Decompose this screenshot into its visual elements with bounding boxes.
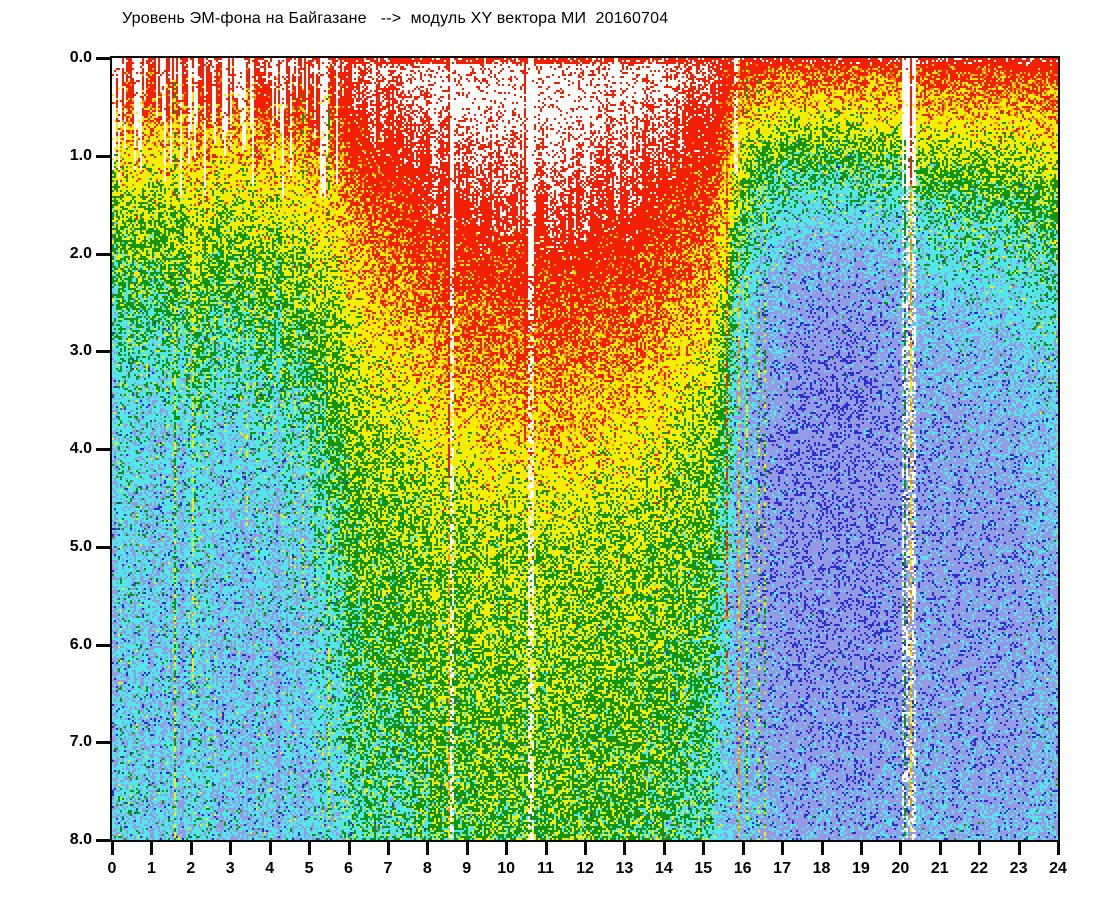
x-tick-label: 14 [654,860,673,877]
x-tickmark [505,842,509,855]
y-tickmark [96,57,110,60]
x-tickmark [426,842,430,855]
x-tick-label: 10 [497,860,516,877]
x-tick-label: 19 [852,860,870,877]
y-tick-label: 3.0 [69,342,92,360]
x-tickmark [662,842,666,855]
x-tick-label: 0 [107,860,117,877]
x-tick-label: 6 [344,860,353,877]
x-tickmark [544,842,548,855]
x-tickmark [229,842,233,855]
x-tick-label: 4 [265,860,275,877]
x-tick-label: 7 [383,860,393,877]
x-tick-label: 1 [146,860,156,877]
y-tick-label: 1.0 [69,146,92,164]
x-tickmark [150,842,154,855]
y-tick-label: 0.0 [69,49,92,66]
x-tick-label: 24 [1049,860,1067,877]
x-tickmark [623,842,627,855]
x-tickmark [859,842,863,855]
y-tickmark [96,839,110,842]
y-tick-label: 7.0 [69,733,92,751]
x-tickmark [741,842,745,855]
x-tickmark [702,842,706,855]
y-tickmark [96,350,110,354]
y-tickmark [96,448,110,451]
x-tick-label: 13 [615,860,634,877]
x-tick-label: 11 [537,860,555,877]
y-tickmark [96,545,110,549]
x-tickmark [978,842,982,855]
x-tick-label: 18 [812,860,831,877]
x-tickmark [899,842,903,855]
x-tickmark [1057,842,1060,855]
y-tick-label: 8.0 [69,831,92,848]
x-tickmark [189,842,193,855]
x-tick-label: 3 [225,860,235,877]
y-tick-label: 5.0 [69,537,92,555]
y-tickmark [96,643,110,647]
x-tick-label: 12 [576,860,594,877]
x-tickmark [386,842,390,855]
y-tick-label: 2.0 [69,244,92,262]
y-tick-label: 6.0 [69,635,92,653]
x-tickmark [465,842,469,855]
y-tickmark [96,252,110,256]
x-tickmark [584,842,587,855]
x-tick-label: 8 [422,860,432,877]
x-tick-label: 16 [733,860,752,877]
x-tickmark [938,842,942,855]
x-tickmark [111,842,114,855]
y-tickmark [96,154,110,158]
x-tickmark [268,842,272,855]
y-tick-label: 4.0 [69,440,92,457]
x-tick-label: 17 [773,860,791,877]
x-tick-label: 5 [304,860,314,877]
x-tick-label: 20 [891,860,910,877]
x-tick-label: 22 [970,860,989,877]
x-tickmark [347,842,351,855]
x-tick-label: 23 [1009,860,1028,877]
x-tick-label: 9 [462,860,472,877]
x-tickmark [1017,842,1021,855]
spectrogram-canvas [112,58,1058,840]
chart-title: Уровень ЭМ-фона на Байгазане --> модуль … [122,10,669,27]
x-tick-label: 21 [930,860,949,877]
plot-frame [110,56,1060,842]
x-tick-label: 2 [186,860,196,877]
y-tickmark [96,741,110,745]
x-tickmark [781,842,785,855]
x-tickmark [308,842,312,855]
x-tick-label: 15 [694,860,713,877]
x-tickmark [820,842,824,855]
